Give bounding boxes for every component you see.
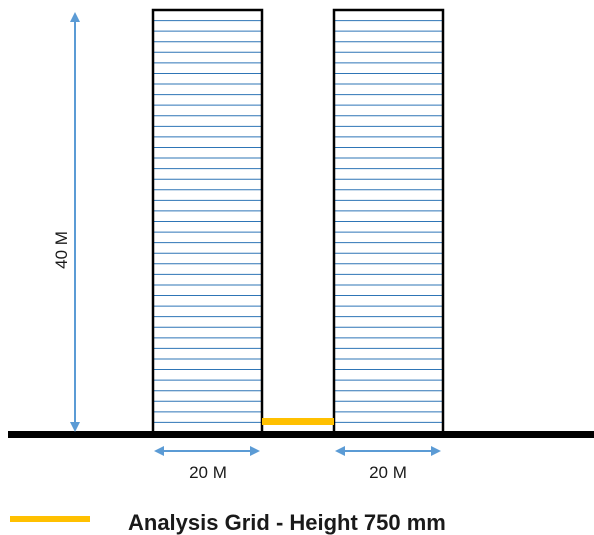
height-dimension-label: 40 M — [52, 231, 71, 269]
left-width-dimension-label: 20 M — [189, 463, 227, 482]
right-width-dimension-label: 20 M — [369, 463, 407, 482]
floor-lines-right — [335, 20, 442, 423]
analysis-grid-line — [262, 418, 334, 425]
legend-label: Analysis Grid - Height 750 mm — [128, 510, 446, 535]
building-left — [151, 8, 264, 435]
floor-lines-left — [154, 20, 261, 423]
building-right — [332, 8, 445, 435]
ground-line — [8, 431, 594, 438]
legend-swatch-analysis-grid — [10, 516, 90, 522]
